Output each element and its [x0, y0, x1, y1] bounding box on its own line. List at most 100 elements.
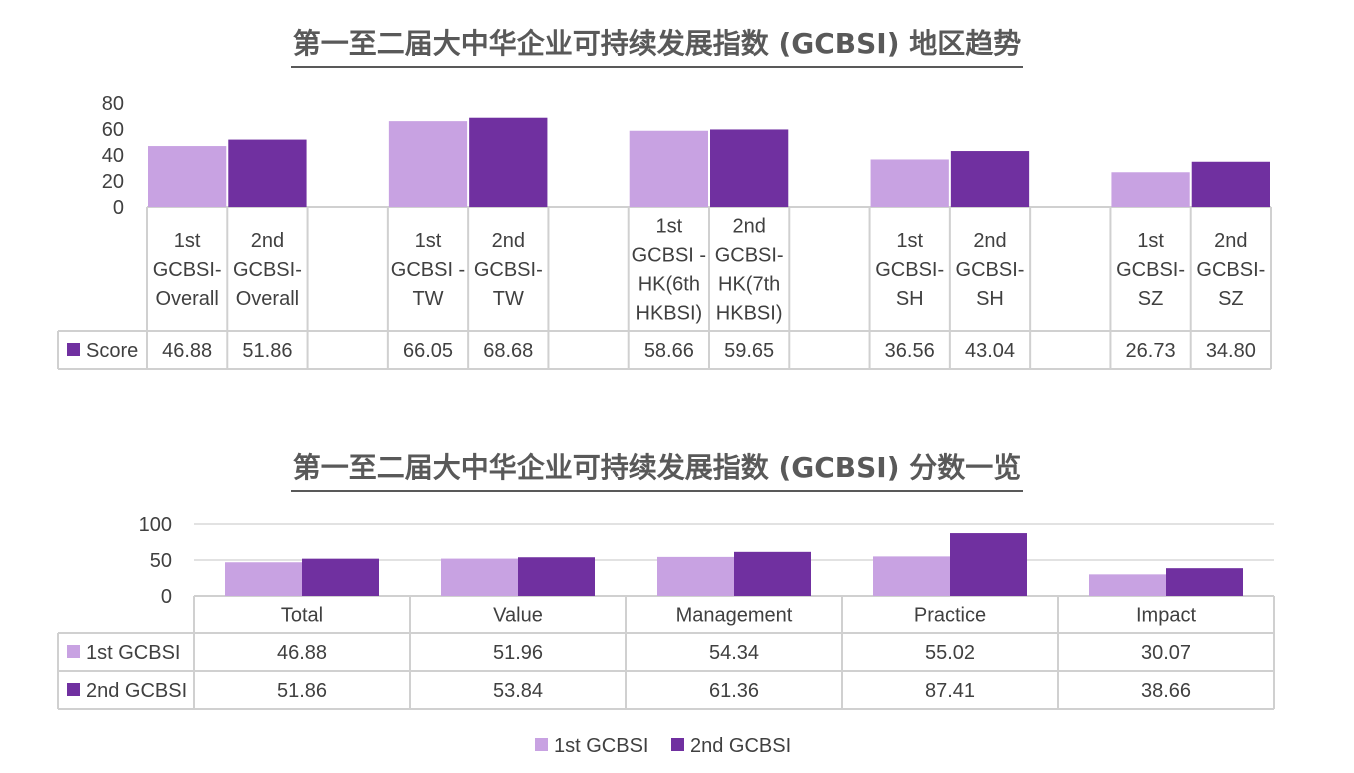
category-label: SH	[896, 288, 924, 310]
bottom-legend-label: 1st GCBSI	[554, 735, 648, 757]
category-label: GCBSI-	[715, 245, 784, 267]
data-label: 61.36	[709, 680, 759, 702]
bar-2nd-gcbsi	[734, 551, 811, 596]
category-label: HKBSI)	[636, 303, 703, 325]
bar-score	[950, 151, 1030, 207]
y-tick-label: 100	[139, 514, 172, 536]
category-label: 1st	[656, 216, 683, 238]
category-label: HKBSI)	[716, 303, 783, 325]
category-label: 1st	[174, 230, 201, 252]
category-label: GCBSI-	[474, 259, 543, 281]
category-label: GCBSI-	[153, 259, 222, 281]
bar-1st-gcbsi	[225, 562, 302, 596]
bar-score	[469, 117, 548, 207]
category-label: TW	[493, 288, 524, 310]
bar-score	[228, 139, 307, 207]
data-label: 59.65	[724, 340, 774, 362]
bottom-legend-label: 2nd GCBSI	[690, 735, 791, 757]
y-tick-label: 80	[102, 93, 124, 115]
category-label: 1st	[1137, 230, 1164, 252]
data-label: 43.04	[965, 340, 1015, 362]
category-label: Overall	[155, 288, 218, 310]
category-label: HK(6th	[638, 274, 700, 296]
bar-score	[710, 129, 789, 207]
category-label: GCBSI-	[956, 259, 1025, 281]
category-label: SZ	[1138, 288, 1164, 310]
data-label: 53.84	[493, 680, 543, 702]
category-label: SZ	[1218, 288, 1244, 310]
category-label: 2nd	[732, 216, 765, 238]
category-label: GCBSI -	[391, 259, 465, 281]
category-label: GCBSI-	[875, 259, 944, 281]
data-label: 87.41	[925, 680, 975, 702]
category-label: Practice	[914, 605, 986, 627]
bar-2nd-gcbsi	[950, 533, 1027, 596]
bar-score	[388, 121, 468, 207]
category-label: GCBSI-	[1116, 259, 1185, 281]
legend-label: 2nd GCBSI	[86, 680, 187, 702]
chart-title-regional-text: 第一至二届大中华企业可持续发展指数 (GCBSI) 地区趋势	[290, 22, 1024, 68]
data-label: 46.88	[277, 642, 327, 664]
legend-key-score	[67, 343, 80, 356]
category-label: Value	[493, 605, 543, 627]
bar-2nd-gcbsi	[1166, 568, 1243, 596]
category-label: Total	[281, 605, 323, 627]
y-tick-label: 20	[102, 171, 124, 193]
bar-2nd-gcbsi	[518, 557, 595, 596]
bar-score	[1111, 172, 1190, 207]
data-label: 51.96	[493, 642, 543, 664]
data-label: 26.73	[1126, 340, 1176, 362]
bar-1st-gcbsi	[1089, 574, 1166, 596]
legend-label: 1st GCBSI	[86, 642, 180, 664]
legend-key	[67, 645, 80, 658]
data-label: 55.02	[925, 642, 975, 664]
category-label: GCBSI-	[1196, 259, 1265, 281]
legend-key	[67, 683, 80, 696]
bar-1st-gcbsi	[873, 556, 950, 596]
y-tick-label: 0	[161, 586, 172, 608]
data-label: 38.66	[1141, 680, 1191, 702]
data-label: 66.05	[403, 340, 453, 362]
bar-1st-gcbsi	[441, 558, 518, 596]
category-label: GCBSI-	[233, 259, 302, 281]
data-label: 51.86	[242, 340, 292, 362]
category-label: 2nd	[251, 230, 284, 252]
bar-score	[870, 159, 949, 207]
bar-1st-gcbsi	[657, 556, 734, 596]
chart-title-scores: 第一至二届大中华企业可持续发展指数 (GCBSI) 分数一览	[0, 446, 1314, 492]
data-label: 58.66	[644, 340, 694, 362]
data-label: 54.34	[709, 642, 759, 664]
data-label: 34.80	[1206, 340, 1256, 362]
bar-2nd-gcbsi	[302, 558, 379, 596]
bottom-legend-key	[671, 738, 684, 751]
data-label: 30.07	[1141, 642, 1191, 664]
category-label: 2nd	[492, 230, 525, 252]
legend-label-score: Score	[86, 340, 138, 362]
category-label: Overall	[236, 288, 299, 310]
data-label: 68.68	[483, 340, 533, 362]
bar-score	[148, 146, 227, 207]
y-tick-label: 50	[150, 550, 172, 572]
chart-title-regional: 第一至二届大中华企业可持续发展指数 (GCBSI) 地区趋势	[0, 22, 1314, 68]
bar-score	[1191, 161, 1270, 207]
chart-title-scores-text: 第一至二届大中华企业可持续发展指数 (GCBSI) 分数一览	[290, 446, 1024, 492]
data-label: 36.56	[885, 340, 935, 362]
category-label: Management	[676, 605, 793, 627]
category-label: TW	[412, 288, 443, 310]
y-tick-label: 0	[113, 197, 124, 219]
bottom-legend-key	[535, 738, 548, 751]
category-label: GCBSI -	[632, 245, 706, 267]
category-label: SH	[976, 288, 1004, 310]
category-label: 2nd	[973, 230, 1006, 252]
y-tick-label: 40	[102, 145, 124, 167]
category-label: 1st	[896, 230, 923, 252]
data-label: 46.88	[162, 340, 212, 362]
data-label: 51.86	[277, 680, 327, 702]
category-label: 1st	[415, 230, 442, 252]
category-label: HK(7th	[718, 274, 780, 296]
y-tick-label: 60	[102, 119, 124, 141]
bar-score	[629, 130, 708, 207]
category-label: Impact	[1136, 605, 1196, 627]
category-label: 2nd	[1214, 230, 1247, 252]
